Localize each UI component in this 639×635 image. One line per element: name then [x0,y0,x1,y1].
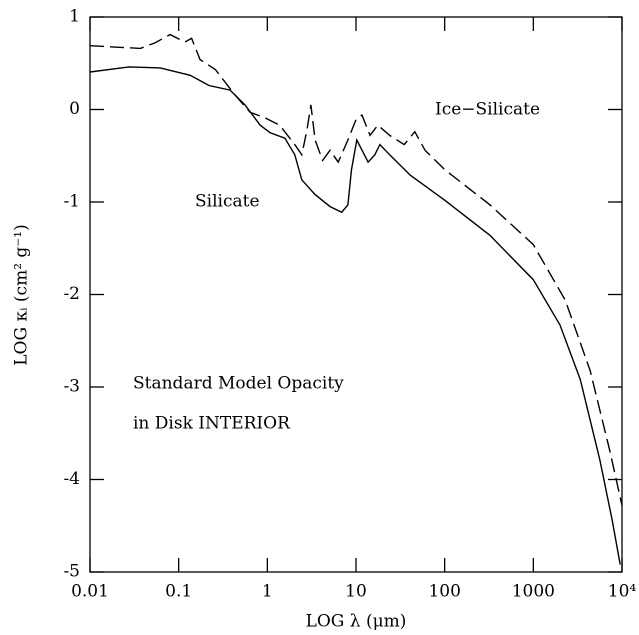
y-tick-label: -3 [63,377,80,397]
x-tick-label: 1000 [512,582,555,602]
series-label: Ice−Silicate [435,100,540,120]
x-tick-label: 10 [345,582,367,602]
y-tick-label: -4 [63,469,80,489]
y-tick-label: 0 [69,99,80,119]
annotation: in Disk INTERIOR [133,414,291,434]
series-line [89,33,623,506]
x-axis-label: LOG λ (μm) [306,612,407,632]
x-tick-label: 10⁴ [608,582,637,602]
x-tick-label: 1 [262,582,273,602]
y-tick-label: -5 [63,562,80,582]
y-tick-label: -1 [63,192,80,212]
x-tick-label: 100 [428,582,460,602]
x-tick-label: 0.01 [71,582,109,602]
series-label: Silicate [195,192,260,212]
y-axis-label: LOG κᵢ (cm² g⁻¹) [12,224,32,365]
y-tick-label: -2 [63,284,80,304]
annotation: Standard Model Opacity [133,374,344,394]
y-tick-label: 1 [69,7,80,27]
series-line [89,66,621,565]
x-tick-label: 0.1 [165,582,192,602]
